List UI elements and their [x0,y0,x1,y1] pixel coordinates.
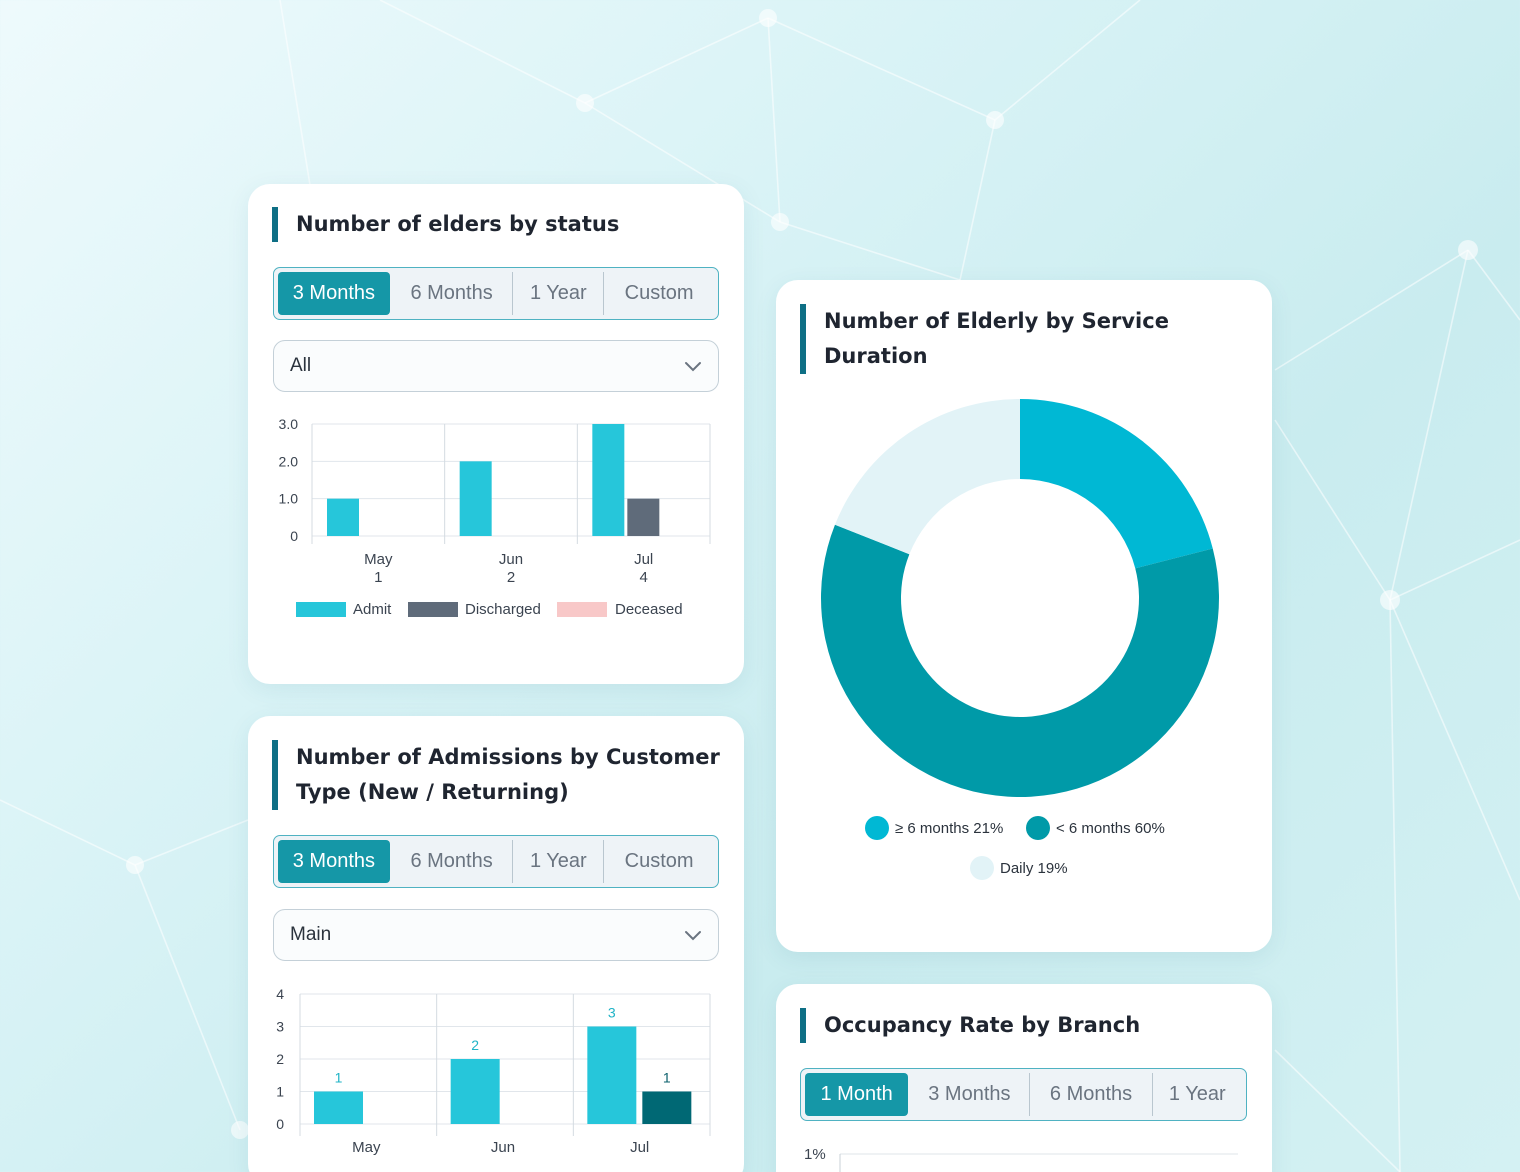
y-tick-label: 3.0 [279,416,299,432]
tab-1-month[interactable]: 1 Month [805,1073,909,1116]
legend-swatch [865,816,889,840]
legend-swatch [296,602,346,617]
bar-series-1 [314,1091,363,1124]
y-tick-label: 0 [276,1116,284,1132]
x-tick-total-label: 4 [639,569,647,586]
x-tick-label: Jun [491,1139,515,1156]
data-label: 1 [663,1070,671,1086]
occupancy-rate-card: Occupancy Rate by Branch 1 Month 3 Month… [776,984,1272,1172]
tab-6-months[interactable]: 6 Months [1030,1073,1153,1116]
x-tick-label: May [364,551,393,568]
bar-discharged [627,498,660,536]
y-tick-label: 1 [276,1084,284,1100]
donut-slice-ge-6-months [1020,399,1213,569]
x-tick-total-label: 1 [374,569,382,586]
elders-by-status-card: Number of elders by status 3 Months 6 Mo… [248,184,744,684]
card-title-line-1: Number of Admissions by Customer [296,745,720,769]
time-range-segmented-control: 3 Months 6 Months 1 Year Custom [273,835,719,888]
x-tick-total-label: 2 [507,569,515,586]
card-title: Number of elders by status [272,207,619,242]
legend-swatch [408,602,458,617]
donut-slice-daily [834,399,1020,555]
status-filter-select[interactable]: All [273,340,719,392]
legend-swatch [970,856,994,880]
select-value: Main [290,924,332,945]
x-tick-label: Jun [499,551,523,568]
y-tick-label: 1% [804,1146,826,1163]
occupancy-chart-axis: 1% [804,1146,1238,1172]
admissions-by-customer-type-card: Number of Admissions by Customer Type (N… [248,716,744,1172]
donut-legend-item-ge6: ≥ 6 months 21% [865,816,1003,840]
y-tick-label: 0 [290,528,298,544]
legend-label: Deceased [615,601,683,618]
card-title: Occupancy Rate by Branch [800,1008,1140,1043]
data-label: 1 [335,1070,343,1086]
y-tick-label: 3 [276,1019,284,1035]
tab-3-months[interactable]: 3 Months [278,272,390,315]
legend-swatch [1026,816,1050,840]
legend-label: < 6 months 60% [1056,819,1165,837]
data-label: 2 [471,1037,479,1053]
donut-legend-item-daily: Daily 19% [970,856,1068,880]
y-tick-label: 1.0 [279,491,299,507]
tab-3-months[interactable]: 3 Months [278,840,390,883]
bar-admit [459,461,492,536]
card-title: Number of Elderly by Service Duration [800,304,1169,374]
bar-admit [592,424,625,536]
x-tick-label: May [352,1139,381,1156]
tab-3-months[interactable]: 3 Months [909,1073,1031,1116]
bar-series-1 [450,1059,500,1124]
tab-1-year[interactable]: 1 Year [513,272,605,315]
x-tick-label: Jul [634,551,653,568]
bar-series-1 [587,1026,637,1124]
donut-slice-lt-6-months [821,524,1219,798]
time-range-segmented-control: 3 Months 6 Months 1 Year Custom [273,267,719,320]
card-title-line-2: Duration [824,344,928,368]
tab-1-year[interactable]: 1 Year [1168,1083,1226,1105]
legend-label: ≥ 6 months 21% [895,819,1004,837]
chevron-down-icon [685,931,701,941]
tab-custom[interactable]: Custom [624,850,694,872]
chevron-down-icon [685,362,701,372]
tab-custom[interactable]: Custom [624,282,694,304]
time-range-segmented-control: 1 Month 3 Months 6 Months 1 Year [800,1068,1247,1121]
card-title: Number of Admissions by Customer Type (N… [272,740,720,810]
card-title-line-2: Type (New / Returning) [296,780,569,804]
legend-label: Discharged [465,601,541,618]
y-tick-label: 4 [276,986,284,1002]
bar-admit [327,498,359,536]
admissions-by-customer-type-chart: 0 1 2 3 4 1 May 2 Jun 3 1 Jul [276,986,711,1156]
x-tick-label: Jul [630,1139,649,1156]
y-tick-label: 2 [276,1051,284,1067]
bar-series-2 [642,1091,692,1124]
data-label: 3 [608,1005,616,1021]
legend-swatch [557,602,607,617]
tab-6-months[interactable]: 6 Months [391,272,514,315]
donut-legend-item-lt6: < 6 months 60% [1026,816,1165,840]
select-value: All [290,355,312,376]
elderly-by-service-duration-card: Number of Elderly by Service Duration ≥ … [776,280,1272,952]
y-tick-label: 2.0 [279,453,299,469]
service-duration-donut-chart [821,399,1219,798]
legend-label: Admit [353,601,392,618]
branch-filter-select[interactable]: Main [273,909,719,961]
tab-6-months[interactable]: 6 Months [391,840,514,883]
legend-label: Daily 19% [1000,859,1068,877]
card-title-line-1: Number of Elderly by Service [824,309,1169,333]
tab-1-year[interactable]: 1 Year [513,840,605,883]
